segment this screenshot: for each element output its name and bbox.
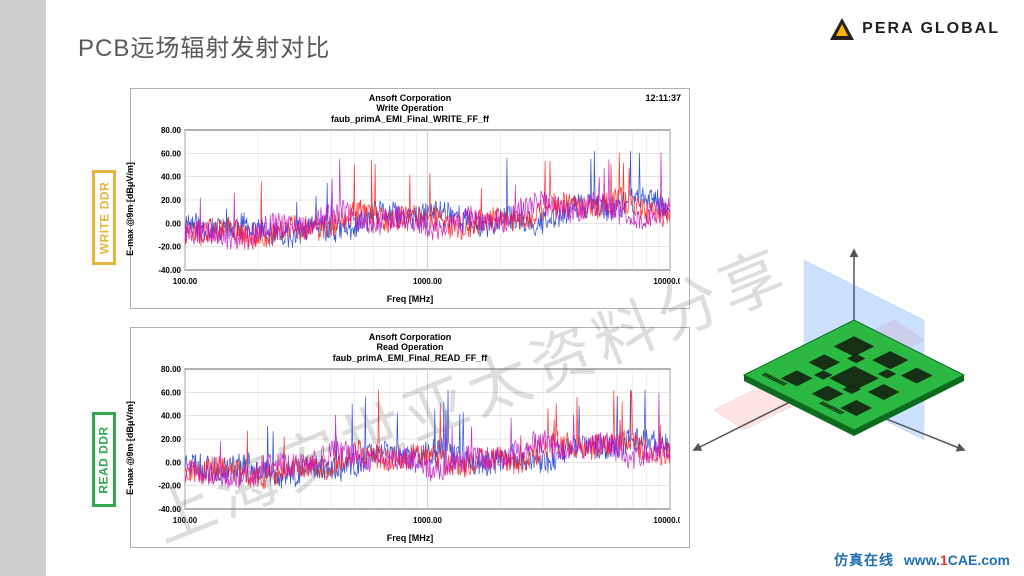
svg-text:0.00: 0.00 xyxy=(165,219,181,228)
svg-text:40.00: 40.00 xyxy=(161,412,182,421)
brand-logo: PERA GLOBAL xyxy=(830,18,1000,40)
pcb-svg xyxy=(664,240,994,490)
write-chart-panel: 12:11:37 Ansoft Corporation Write Operat… xyxy=(130,88,690,309)
svg-text:10000.00: 10000.00 xyxy=(653,516,680,525)
svg-text:-20.00: -20.00 xyxy=(158,482,181,491)
brand-text: PERA GLOBAL xyxy=(862,20,1000,38)
footer: 仿真在线 www.1CAE.com xyxy=(834,550,1010,570)
read-title2: Read Operation xyxy=(137,342,683,352)
svg-text:-20.00: -20.00 xyxy=(158,243,181,252)
triangle-icon xyxy=(830,18,854,40)
write-title2: Write Operation xyxy=(137,103,683,113)
read-title1: Ansoft Corporation xyxy=(137,332,683,342)
write-chart: E-max @9m [dBμV/m] -40.00-20.000.0020.00… xyxy=(140,124,680,294)
svg-text:100.00: 100.00 xyxy=(173,277,198,286)
page-title: PCB远场辐射发射对比 xyxy=(78,28,330,63)
label-write-ddr: WRITE DDR xyxy=(92,170,116,265)
svg-text:80.00: 80.00 xyxy=(161,365,182,374)
svg-text:80.00: 80.00 xyxy=(161,126,182,135)
svg-text:-40.00: -40.00 xyxy=(158,505,181,514)
read-xlabel: Freq [MHz] xyxy=(137,533,683,543)
left-strip xyxy=(0,0,46,576)
read-chart-svg: -40.00 -20.00 0.00 20.00 40.00 60.00 80.00 100.… xyxy=(140,363,680,533)
write-time: 12:11:37 xyxy=(645,93,681,103)
chart-stack: 12:11:37 Ansoft Corporation Write Operat… xyxy=(130,88,690,566)
read-chart: E-max @9m [dBμV/m] -40.00-20.000.0020.00… xyxy=(140,363,680,533)
slide-root: PCB远场辐射发射对比 PERA GLOBAL WRITE DDR READ D… xyxy=(0,0,1024,576)
footer-cn: 仿真在线 xyxy=(834,552,894,568)
read-title3: faub_primA_EMI_Final_READ_FF_ff xyxy=(137,353,683,363)
svg-text:60.00: 60.00 xyxy=(161,149,182,158)
write-xlabel: Freq [MHz] xyxy=(137,294,683,304)
write-title1: Ansoft Corporation xyxy=(137,93,683,103)
svg-text:20.00: 20.00 xyxy=(161,196,182,205)
read-chart-panel: Ansoft Corporation Read Operation faub_p… xyxy=(130,327,690,548)
svg-text:0.00: 0.00 xyxy=(165,458,181,467)
svg-text:40.00: 40.00 xyxy=(161,173,182,182)
write-chart-svg: -40.00 -20.00 0.00 20.00 40.00 60.00 80.00 100.… xyxy=(140,124,680,294)
svg-text:100.00: 100.00 xyxy=(173,516,198,525)
svg-text:1000.00: 1000.00 xyxy=(413,277,442,286)
label-read-ddr: READ DDR xyxy=(92,412,116,507)
svg-text:1000.00: 1000.00 xyxy=(413,516,442,525)
svg-text:20.00: 20.00 xyxy=(161,435,182,444)
write-ylabel: E-max @9m [dBμV/m] xyxy=(125,162,135,256)
svg-text:60.00: 60.00 xyxy=(161,388,182,397)
read-ylabel: E-max @9m [dBμV/m] xyxy=(125,401,135,495)
pcb-illustration xyxy=(664,240,994,490)
footer-url: www.1CAE.com xyxy=(904,552,1010,568)
write-title3: faub_primA_EMI_Final_WRITE_FF_ff xyxy=(137,114,683,124)
svg-text:-40.00: -40.00 xyxy=(158,266,181,275)
